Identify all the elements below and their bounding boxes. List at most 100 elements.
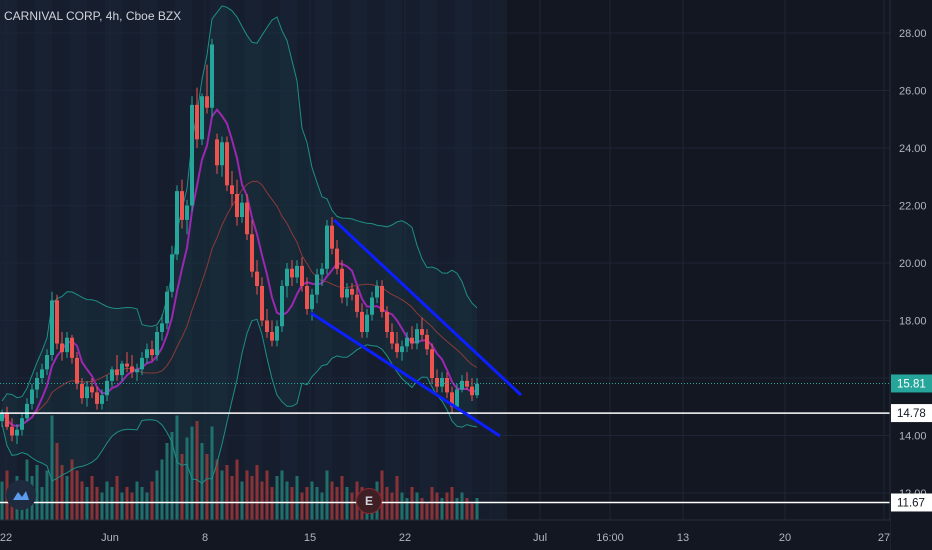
volume-bar (395, 476, 399, 520)
candle-body (70, 337, 74, 358)
volume-bar (195, 421, 199, 520)
candle-body (370, 297, 374, 315)
candle-body (125, 363, 129, 367)
volume-bar (335, 487, 339, 520)
candle-body (425, 334, 429, 350)
candle-body (270, 332, 274, 341)
earnings-badge[interactable]: E (356, 488, 382, 514)
trend-line-upper[interactable] (332, 218, 523, 397)
chart-title: CARNIVAL CORP, 4h, Cboe BZX (4, 9, 182, 23)
candle-body (5, 412, 9, 427)
volume-bar (110, 487, 114, 520)
tradingview-logo-icon[interactable] (6, 480, 36, 510)
time-tick-label: 13 (677, 532, 689, 544)
candle-body (450, 392, 454, 407)
candle-body (335, 248, 339, 269)
candle-body (340, 268, 344, 298)
volume-bar (95, 487, 99, 520)
volume-bar (255, 465, 259, 520)
candle-body (345, 288, 349, 298)
volume-bar (245, 470, 249, 520)
time-axis[interactable]: 22 Jun 8 15 22 Jul 16:00 13 20 27 (0, 519, 890, 550)
horizontal-levels (0, 382, 890, 504)
candle-body (85, 386, 89, 399)
candle-body (405, 337, 409, 347)
candle-body (255, 271, 259, 286)
candle-body (15, 429, 19, 436)
volume-bar (210, 426, 214, 520)
volume-bar (350, 492, 354, 520)
candle-body (260, 286, 264, 321)
candle-body (0, 412, 4, 422)
volume-bar (90, 476, 94, 520)
volume-bar (290, 487, 294, 520)
volume-bar (240, 481, 244, 520)
volume-bar (60, 465, 64, 520)
level-price-label: 14.78 (897, 408, 926, 420)
volume-bar (425, 503, 429, 520)
volume-bar (275, 476, 279, 520)
bollinger-lower (1, 318, 478, 485)
candle-body (140, 357, 144, 370)
time-tick-label: 8 (202, 532, 208, 544)
candle-body (430, 349, 434, 378)
session-shade (0, 0, 491, 520)
candle-body (60, 343, 64, 353)
volume-bar (45, 470, 49, 520)
candle-body (145, 349, 149, 358)
candle-body (290, 268, 294, 278)
candle-body (100, 395, 104, 404)
volume-bar (285, 481, 289, 520)
volume-bar (435, 492, 439, 520)
volume-bar (315, 487, 319, 520)
candle-body (295, 265, 299, 278)
candle-body (210, 44, 214, 108)
candle-body (445, 378, 449, 393)
volume-bar (0, 481, 4, 520)
volume-bar (380, 470, 384, 520)
candle-body (410, 337, 414, 344)
candle-body (400, 346, 404, 353)
candle-body (80, 383, 84, 399)
candle-body (200, 96, 204, 140)
volume-bar (190, 426, 194, 520)
candle-body (245, 202, 249, 235)
candle-body (220, 142, 224, 166)
candle-body (165, 291, 169, 324)
trend-line-lower[interactable] (310, 311, 501, 438)
volume-bar (70, 459, 74, 520)
time-tick-label: 20 (779, 532, 791, 544)
candle-body (215, 139, 219, 166)
trend-channel[interactable] (310, 218, 523, 438)
candle-body (10, 426, 14, 436)
volume-bars (0, 415, 479, 520)
candle-body (275, 326, 279, 341)
volume-bar (405, 498, 409, 520)
last-price-label-bg (891, 374, 932, 393)
candle-body (180, 191, 184, 220)
candle-body (460, 380, 464, 390)
candle-body (205, 96, 209, 108)
volume-bar (180, 454, 184, 520)
candle-body (55, 300, 59, 344)
volume-bar (55, 443, 59, 520)
candle-body (420, 329, 424, 335)
volume-bar (385, 487, 389, 520)
time-tick-label: 27 (878, 532, 890, 544)
price-axis[interactable]: 28.0026.0024.0022.0020.0018.0016.0014.00… (889, 0, 932, 550)
candle-body (360, 311, 364, 332)
volume-bar (225, 465, 229, 520)
candle-body (365, 314, 369, 332)
candle-body (320, 268, 324, 275)
time-tick-label: 22 (0, 532, 12, 544)
volume-bar (155, 470, 159, 520)
time-tick-label: 16:00 (596, 532, 624, 544)
volume-bar (160, 459, 164, 520)
candle-body (110, 369, 114, 381)
volume-bar (390, 492, 394, 520)
volume-bar (465, 498, 469, 520)
volume-bar (165, 443, 169, 520)
time-tick-label: 15 (304, 532, 316, 544)
candle-body (225, 142, 229, 186)
